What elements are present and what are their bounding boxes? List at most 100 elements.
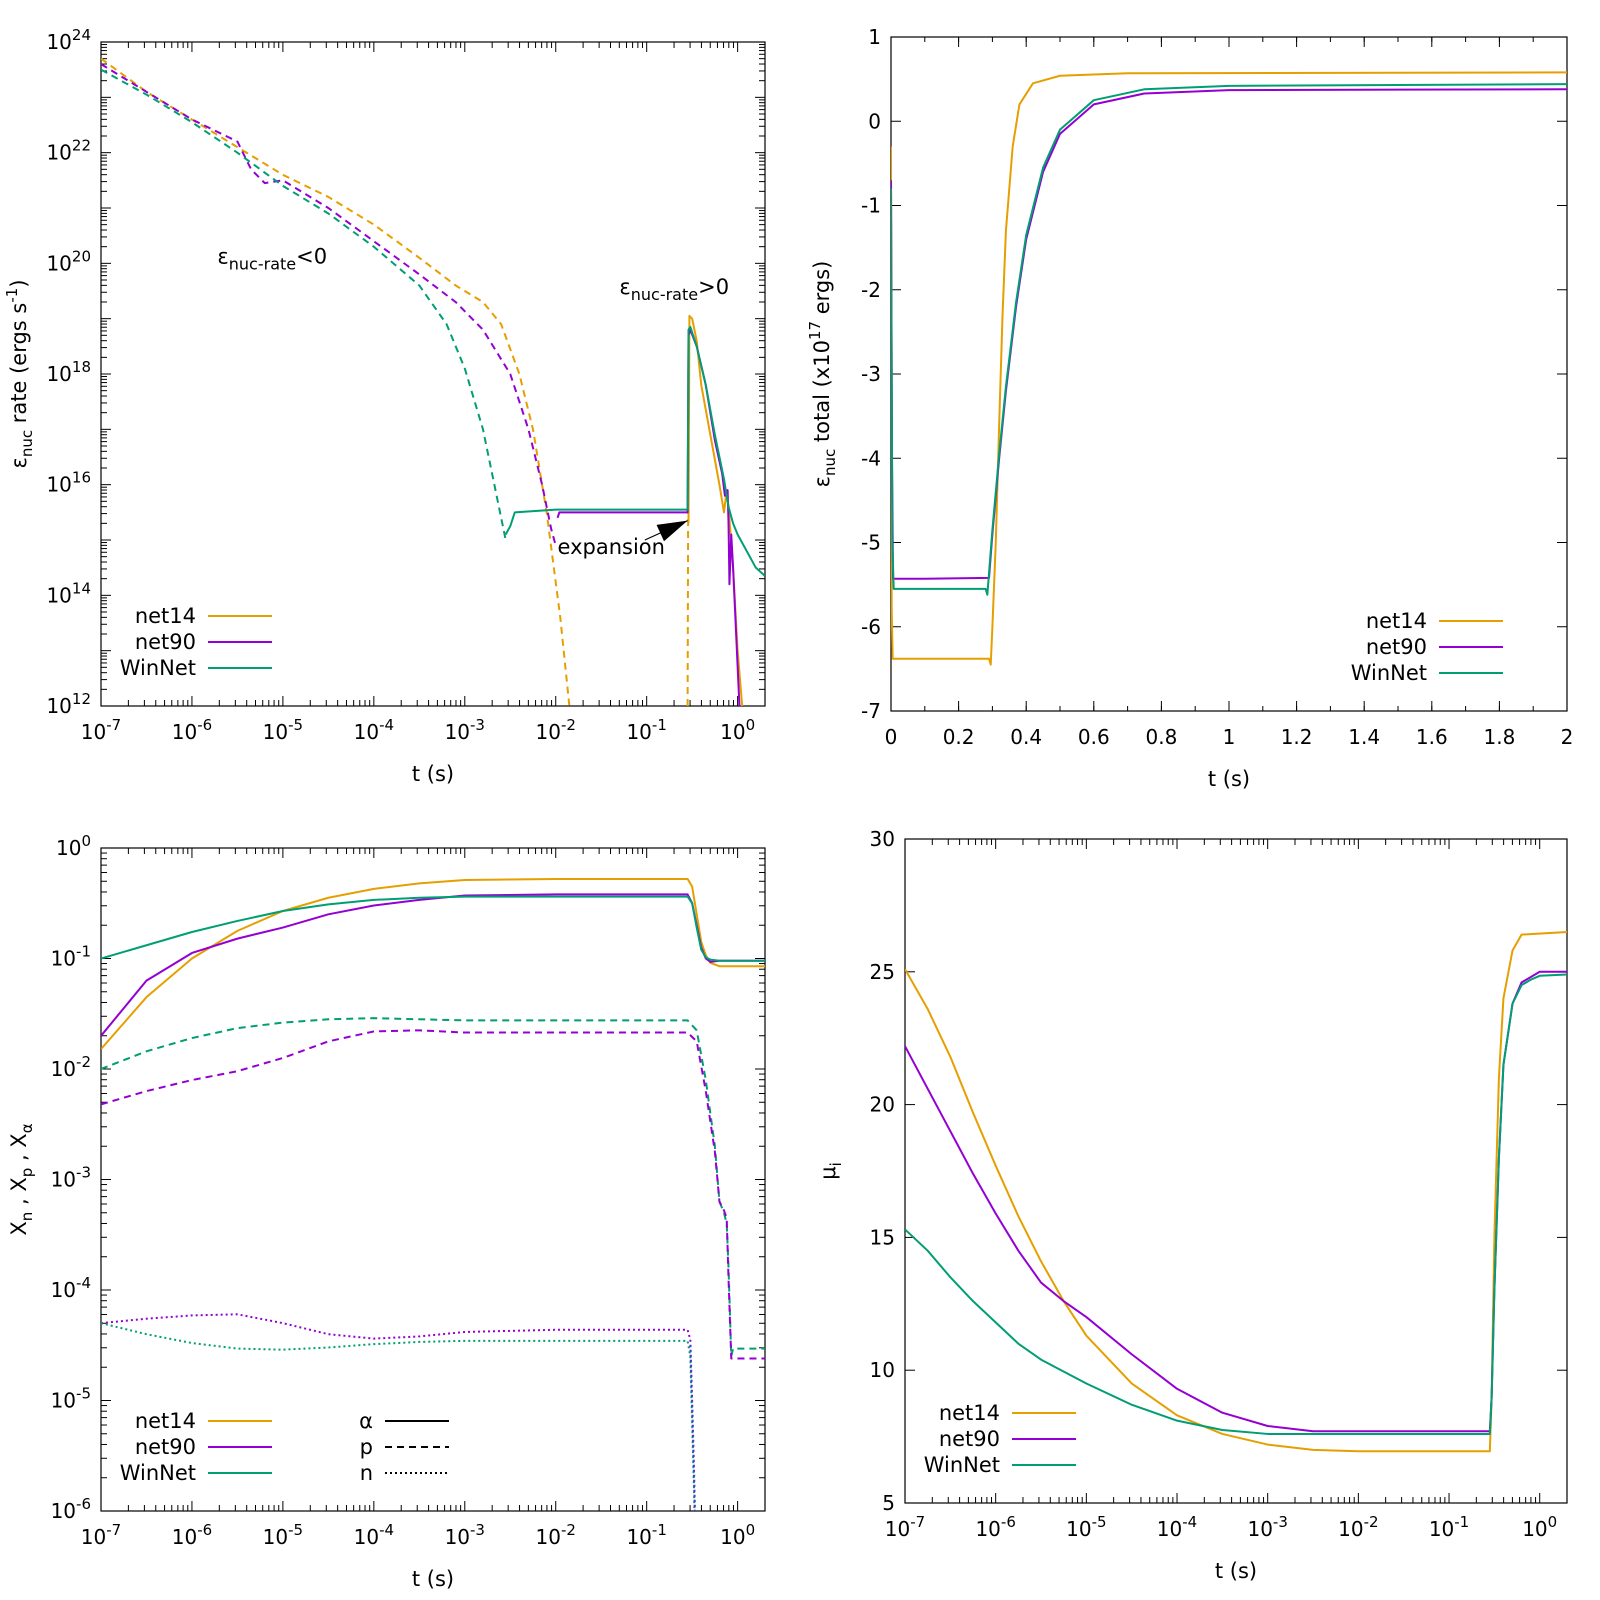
x-tick-label: 10-7 [885, 1513, 925, 1541]
series-line-net90-solid [556, 328, 741, 706]
y-tick-label: -7 [861, 699, 881, 723]
y-tick-label: 1022 [46, 137, 91, 165]
x-axis-label: t (s) [1215, 1559, 1257, 1583]
x-tick-label: 10-6 [975, 1513, 1015, 1541]
legend-label-net14: net14 [135, 1409, 196, 1433]
x-tick-label: 10-6 [172, 1521, 212, 1549]
x-tick-label: 10-5 [263, 716, 303, 744]
legend-label-WinNet: WinNet [924, 1453, 1000, 1477]
series-line-net14-solid [687, 314, 744, 706]
x-tick-label: 10-3 [1247, 1513, 1287, 1541]
y-tick-label: 1012 [46, 690, 91, 718]
series-line-WinNet-dotted [101, 1322, 696, 1511]
x-tick-label: 10-4 [354, 716, 394, 744]
y-tick-label: 15 [870, 1225, 895, 1249]
chart-tr: 0 0.2 0.4 0.6 0.8 1 1.2 1.4 1.6 1.8 2 -7 -6 -5 -4 -3 -2 -… [806, 25, 1573, 791]
legend-label-WinNet: WinNet [120, 1461, 196, 1485]
legend-style-label: α [359, 1409, 373, 1433]
y-tick-label: 10-6 [51, 1495, 91, 1523]
legend-style-label: n [360, 1461, 373, 1485]
x-tick-label: 0.2 [943, 725, 975, 749]
series-line-WinNet-dashed [101, 1017, 765, 1358]
y-tick-label: -4 [861, 446, 881, 470]
x-tick-label: 100 [720, 1521, 755, 1549]
legend-label-net90: net90 [135, 1435, 196, 1459]
y-tick-label: -6 [861, 615, 881, 639]
x-tick-label: 10-3 [445, 1521, 485, 1549]
series-line-WinNet-solid [905, 973, 1567, 1435]
y-tick-label: 5 [882, 1491, 895, 1515]
x-axis-label: t (s) [412, 1567, 454, 1591]
x-tick-label: 0.6 [1078, 725, 1110, 749]
y-axis-label: εnuc rate (ergs s-1) [3, 279, 36, 468]
legend-label-net90: net90 [135, 630, 196, 654]
y-tick-label: 1 [868, 25, 881, 49]
x-tick-label: 10-4 [354, 1521, 394, 1549]
x-tick-label: 10-7 [81, 716, 121, 744]
series-line-net90-dashed [101, 63, 557, 546]
series-group [891, 71, 1567, 666]
series-line-net90-solid [891, 88, 1567, 580]
x-tick-label: 10-4 [1157, 1513, 1197, 1541]
y-tick-label: 0 [868, 109, 881, 133]
y-tick-label: 10-5 [51, 1385, 91, 1413]
x-tick-label: 0 [885, 725, 898, 749]
x-tick-label: 0.4 [1010, 725, 1042, 749]
y-tick-label: 10-1 [51, 943, 91, 971]
y-axis-label: εnuc total (x1017 ergs) [806, 261, 839, 488]
y-tick-label: -1 [861, 194, 881, 218]
tick-marks [890, 36, 1568, 712]
x-tick-label: 10-2 [1338, 1513, 1378, 1541]
x-tick-label: 10-5 [263, 1521, 303, 1549]
legend-label-net14: net14 [939, 1401, 1000, 1425]
legend-label-net14: net14 [1366, 609, 1427, 633]
series-line-net14-solid [905, 930, 1567, 1453]
series-line-WinNet-dashed [101, 68, 507, 541]
y-tick-label: 100 [56, 832, 91, 860]
y-tick-label: 1020 [46, 247, 91, 275]
series-line-net90-dashed [101, 1029, 765, 1360]
x-tick-label: 10-6 [172, 716, 212, 744]
y-tick-label: 1018 [46, 358, 91, 386]
x-tick-label: 0.8 [1145, 725, 1177, 749]
plot-frame [100, 847, 766, 1512]
chart-br: 10-7 10-6 10-5 10-4 10-3 10-2 10-1 100 5 10 15 20 25… [816, 827, 1568, 1583]
tick-marks [100, 847, 765, 1512]
legend-label-WinNet: WinNet [120, 656, 196, 680]
series-group [101, 877, 765, 1511]
y-tick-label: 1014 [46, 579, 91, 607]
series-line-net90-solid [905, 970, 1567, 1433]
x-tick-label: 10-1 [626, 1521, 666, 1549]
legend-style-label: p [360, 1435, 373, 1459]
chart-tl: 10-7 10-6 10-5 10-4 10-3 10-2 10-1 100 1012 1014 1… [3, 26, 766, 786]
plot-frame [904, 838, 1568, 1504]
series-line-net14-dashed [101, 57, 571, 706]
legend-label-WinNet: WinNet [1351, 661, 1427, 685]
annotation-neg: εnuc-rate<0 [217, 244, 327, 273]
y-tick-label: 10-2 [51, 1053, 91, 1081]
annotation-pos: εnuc-rate>0 [619, 275, 729, 304]
y-tick-label: 30 [870, 827, 895, 851]
y-tick-label: 1024 [46, 26, 91, 54]
x-tick-label: 100 [720, 716, 755, 744]
x-tick-label: 10-3 [445, 716, 485, 744]
series-line-net90-solid [101, 893, 765, 1037]
x-tick-label: 10-1 [626, 716, 666, 744]
y-tick-label: 20 [870, 1093, 895, 1117]
y-tick-label: 10-3 [51, 1164, 91, 1192]
tick-marks [100, 41, 765, 707]
x-tick-label: 1.2 [1281, 725, 1313, 749]
x-tick-label: 100 [1522, 1513, 1557, 1541]
y-tick-label: 10 [870, 1358, 895, 1382]
legend-label-net14: net14 [135, 604, 196, 628]
series-line-net14-solid [101, 877, 765, 1050]
y-tick-label: -2 [861, 278, 881, 302]
y-tick-label: 25 [870, 960, 895, 984]
series-line-net14-solid [891, 71, 1567, 666]
y-axis-label: μi [816, 1162, 845, 1180]
series-group [905, 930, 1567, 1453]
legend-label-net90: net90 [939, 1427, 1000, 1451]
